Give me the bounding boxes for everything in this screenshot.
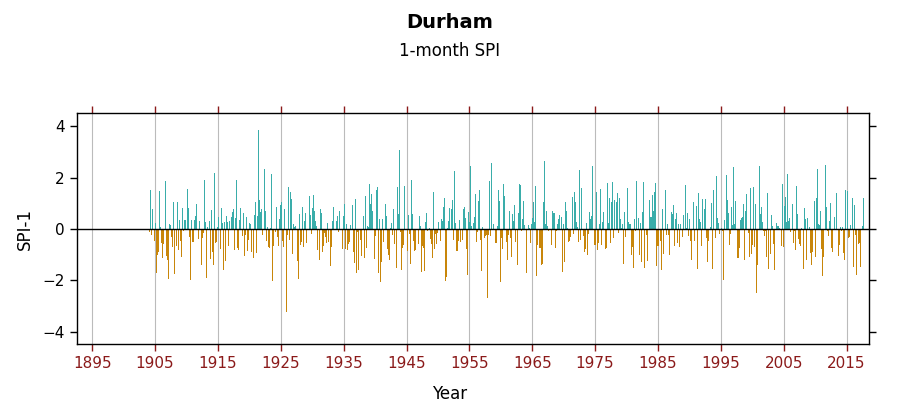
Text: 1-month SPI: 1-month SPI <box>400 42 500 60</box>
Text: Year: Year <box>432 385 468 403</box>
Text: Durham: Durham <box>407 13 493 32</box>
Y-axis label: SPI-1: SPI-1 <box>16 208 34 250</box>
